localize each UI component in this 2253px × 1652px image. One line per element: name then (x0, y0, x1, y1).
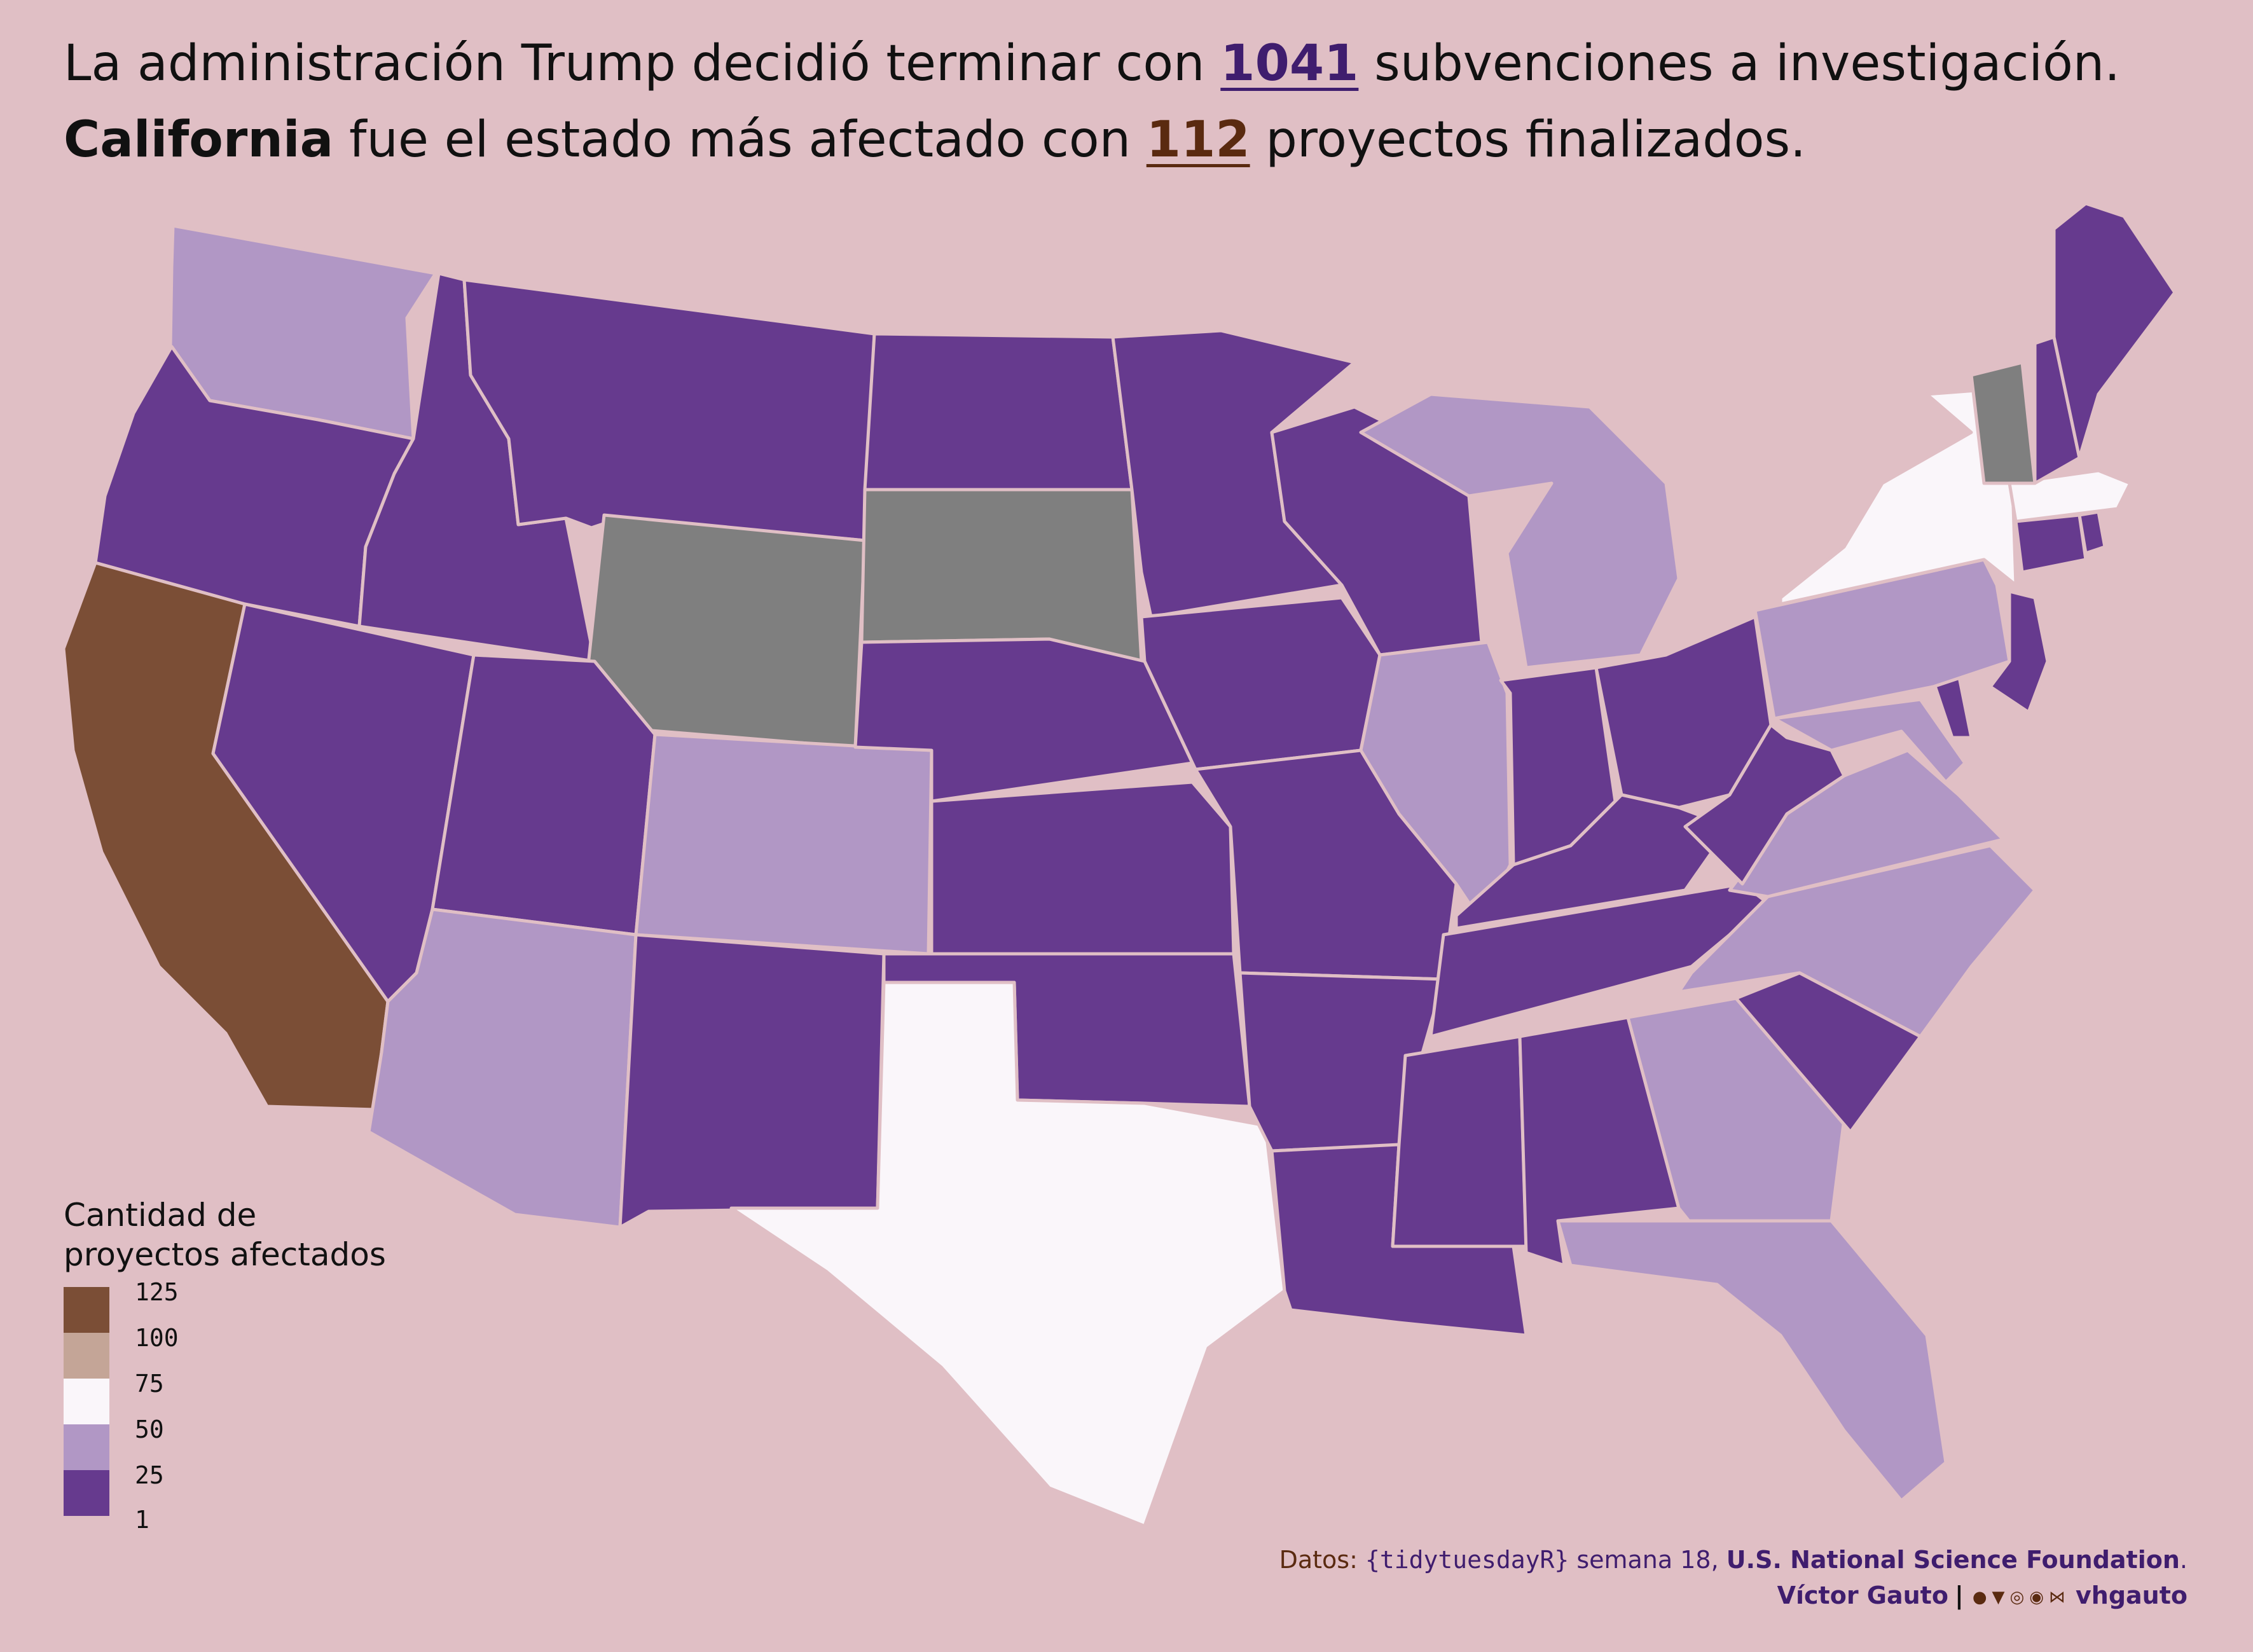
legend-tick: 1 (135, 1506, 149, 1534)
title-text: subvenciones a investigación. (1358, 35, 2121, 92)
top-state-number: 112 (1146, 111, 1250, 169)
caption-week: semana 18, (1569, 1546, 1726, 1574)
legend-swatch-100-125 (64, 1287, 109, 1333)
legend-swatch-1-25 (64, 1470, 109, 1516)
state-utah (431, 653, 657, 937)
state-rhode-island (2077, 510, 2107, 555)
top-state-name: California (64, 111, 334, 169)
caption-data-label: Datos: (1279, 1546, 1365, 1574)
instagram-icon: ◎ (2009, 1587, 2025, 1607)
legend-title: Cantidad de proyectos afectados (64, 1195, 445, 1274)
twitter-icon: ▼ (1992, 1587, 2005, 1607)
legend-swatch-50-75 (64, 1379, 109, 1424)
caption-source: U.S. National Science Foundation (1726, 1546, 2180, 1574)
caption-source-line: Datos: {tidytuesdayR} semana 18, U.S. Na… (1279, 1542, 2188, 1578)
legend-tick: 125 (135, 1278, 179, 1306)
state-kentucky (1454, 793, 1732, 930)
states-layer (62, 202, 2177, 1528)
legend-swatch-25-50 (64, 1424, 109, 1470)
title-text: proyectos finalizados. (1250, 111, 1806, 169)
title-text: fue el estado más afectado con (333, 111, 1147, 169)
state-nebraska (853, 637, 1194, 803)
title-line-1: La administración Trump decidió terminar… (64, 25, 2120, 102)
state-north-dakota (863, 332, 1134, 492)
legend-tick: 50 (135, 1415, 164, 1443)
state-montana (462, 278, 876, 542)
title-line-2: California fue el estado más afectado co… (64, 102, 2120, 178)
legend-tick: 25 (135, 1461, 164, 1489)
legend: Cantidad de proyectos afectados 125 100 … (64, 1195, 445, 1567)
state-vermont (1969, 361, 2037, 485)
legend-title-line: Cantidad de (64, 1197, 257, 1234)
legend-tick: 100 (135, 1324, 179, 1352)
legend-title-line: proyectos afectados (64, 1236, 386, 1273)
caption-separator: | (1954, 1581, 1964, 1609)
social-icons: ● ▼ ◎ ◉ ⋈ (1970, 1581, 2068, 1609)
state-connecticut (2014, 513, 2088, 574)
mastodon-icon: ◉ (2029, 1587, 2044, 1607)
caption-handle: vhgauto (2076, 1581, 2188, 1609)
state-south-dakota (860, 488, 1143, 663)
state-new-mexico (618, 933, 886, 1229)
total-grants-number: 1041 (1220, 35, 1359, 92)
caption: Datos: {tidytuesdayR} semana 18, U.S. Na… (1279, 1542, 2188, 1615)
legend-swatch-75-100 (64, 1333, 109, 1379)
state-massachusetts (2008, 469, 2132, 523)
state-new-jersey (1988, 589, 2050, 714)
state-kansas (930, 780, 1236, 956)
legend-scale: 125 100 75 50 25 1 (64, 1278, 445, 1567)
state-colorado (634, 733, 934, 956)
legend-tick: 75 (135, 1370, 164, 1398)
state-new-york (1779, 386, 2018, 606)
caption-author: Víctor Gauto (1777, 1581, 1948, 1609)
map-title: La administración Trump decidió terminar… (64, 25, 2120, 178)
state-maryland (1772, 698, 1967, 784)
caption-package: {tidytuesdayR} (1365, 1546, 1569, 1574)
state-mississippi (1391, 1035, 1528, 1248)
state-texas (729, 981, 1286, 1528)
title-text: La administración Trump decidió terminar… (64, 35, 1221, 92)
caption-period: . (2179, 1546, 2188, 1574)
caption-author-line: Víctor Gauto | ● ▼ ◎ ◉ ⋈ vhgauto (1279, 1578, 2188, 1615)
state-florida (1556, 1219, 1948, 1503)
state-maine (2052, 202, 2177, 460)
state-michigan (1359, 392, 1681, 670)
bluesky-icon: ⋈ (2048, 1587, 2065, 1607)
github-icon: ● (1972, 1587, 1987, 1607)
